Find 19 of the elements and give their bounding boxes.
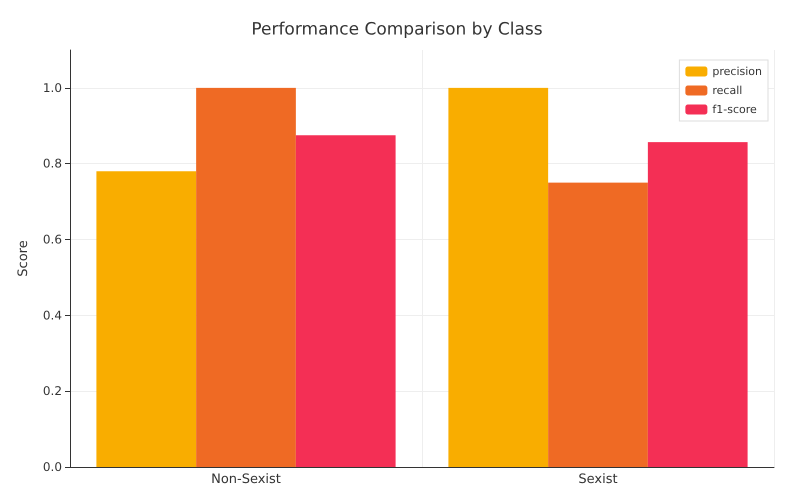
bar	[548, 182, 648, 467]
y-tick-label: 0.0	[42, 460, 62, 474]
chart-title: Performance Comparison by Class	[251, 20, 543, 40]
y-tick-label: 0.6	[42, 232, 62, 247]
y-tick-label: 1.0	[42, 80, 62, 95]
bar	[196, 88, 296, 467]
legend-label: precision	[712, 65, 762, 78]
y-tick-label: 0.8	[42, 156, 62, 171]
x-tick-label: Sexist	[578, 472, 618, 487]
bar	[648, 142, 748, 467]
bar	[296, 135, 396, 467]
y-tick-label: 0.2	[42, 384, 62, 398]
legend-label: recall	[712, 84, 742, 97]
bar	[96, 171, 196, 467]
y-axis-title: Score	[16, 240, 31, 277]
y-tick-label: 0.4	[42, 308, 62, 322]
bar	[448, 88, 548, 467]
legend-label: f1-score	[712, 103, 758, 116]
x-tick-label: Non-Sexist	[211, 472, 281, 487]
